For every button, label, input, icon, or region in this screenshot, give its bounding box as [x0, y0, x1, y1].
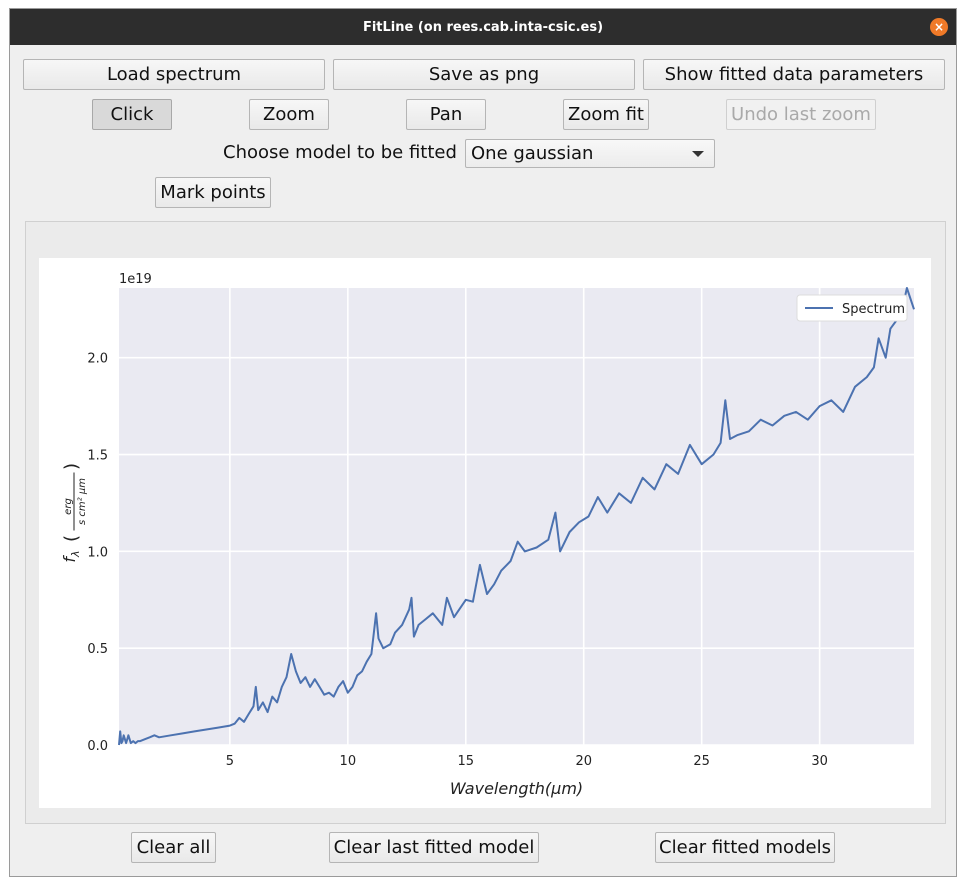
load-spectrum-button[interactable]: Load spectrum [23, 59, 325, 90]
zoom-button[interactable]: Zoom [249, 99, 329, 130]
legend-box [796, 294, 908, 322]
click-mode-button[interactable]: Click [92, 99, 172, 130]
y-tick-label: 0.5 [87, 642, 108, 657]
y-axis-label-denominator: s cm² μm [77, 478, 88, 525]
x-tick-label: 5 [226, 754, 234, 769]
plot-canvas[interactable]: 5 10 15 20 25 30 0.0 0.5 1.0 1.5 2.0 1e19 Waveleng… [39, 258, 931, 808]
legend[interactable]: Spectrum [796, 294, 908, 322]
x-tick-label: 15 [458, 754, 475, 769]
model-select-value: One gaussian [471, 143, 594, 164]
x-axis-label: Wavelength(μm) [450, 779, 583, 798]
window-title: FitLine (on rees.cab.inta-csic.es) [362, 19, 604, 35]
show-fitted-parameters-button[interactable]: Show fitted data parameters [643, 59, 945, 90]
y-axis-label-numerator: erg [63, 498, 74, 515]
pan-button[interactable]: Pan [406, 99, 486, 130]
grid-lines [119, 288, 914, 746]
y-tick-label: 1.5 [87, 449, 108, 464]
tick-labels: 5 10 15 20 25 30 0.0 0.5 1.0 1.5 2.0 [87, 352, 828, 769]
clear-all-button[interactable]: Clear all [131, 832, 216, 863]
x-tick-label: 20 [575, 754, 592, 769]
x-tick-label: 10 [340, 754, 357, 769]
chevron-down-icon [692, 151, 704, 157]
undo-last-zoom-button[interactable]: Undo last zoom [726, 99, 876, 130]
mark-points-button[interactable]: Mark points [155, 177, 271, 208]
spectrum-chart[interactable]: 5 10 15 20 25 30 0.0 0.5 1.0 1.5 2.0 1e19 Waveleng… [39, 258, 931, 808]
y-axis-label-main: fλ [60, 550, 82, 562]
axes-background [119, 288, 914, 745]
plot-panel: 5 10 15 20 25 30 0.0 0.5 1.0 1.5 2.0 1e19 Waveleng… [25, 221, 946, 824]
save-png-button[interactable]: Save as png [333, 59, 635, 90]
spectrum-series-line [118, 287, 915, 746]
x-tick-label: 30 [811, 754, 828, 769]
offset-text: 1e19 [119, 272, 152, 287]
y-axis-label: fλ ( erg s cm² μm ) [60, 463, 88, 563]
y-tick-label: 0.0 [87, 739, 108, 754]
y-axis-label-open-paren: ( [61, 535, 82, 542]
legend-spectrum-label: Spectrum [842, 302, 905, 317]
close-icon[interactable]: × [930, 18, 948, 36]
model-prompt-label: Choose model to be fitted [223, 142, 457, 163]
y-tick-label: 2.0 [87, 352, 108, 367]
title-bar[interactable]: FitLine (on rees.cab.inta-csic.es) × [10, 9, 956, 45]
x-axis-label-text: Wavelength(μm) [450, 779, 583, 798]
clear-last-fitted-model-button[interactable]: Clear last fitted model [329, 832, 539, 863]
y-axis-label-close-paren: ) [61, 463, 82, 470]
model-select[interactable]: One gaussian [465, 139, 715, 168]
y-tick-label: 1.0 [87, 545, 108, 560]
zoom-fit-button[interactable]: Zoom fit [563, 99, 649, 130]
clear-fitted-models-button[interactable]: Clear fitted models [655, 832, 835, 863]
fitline-window: FitLine (on rees.cab.inta-csic.es) × Loa… [9, 8, 957, 877]
x-tick-label: 25 [693, 754, 710, 769]
